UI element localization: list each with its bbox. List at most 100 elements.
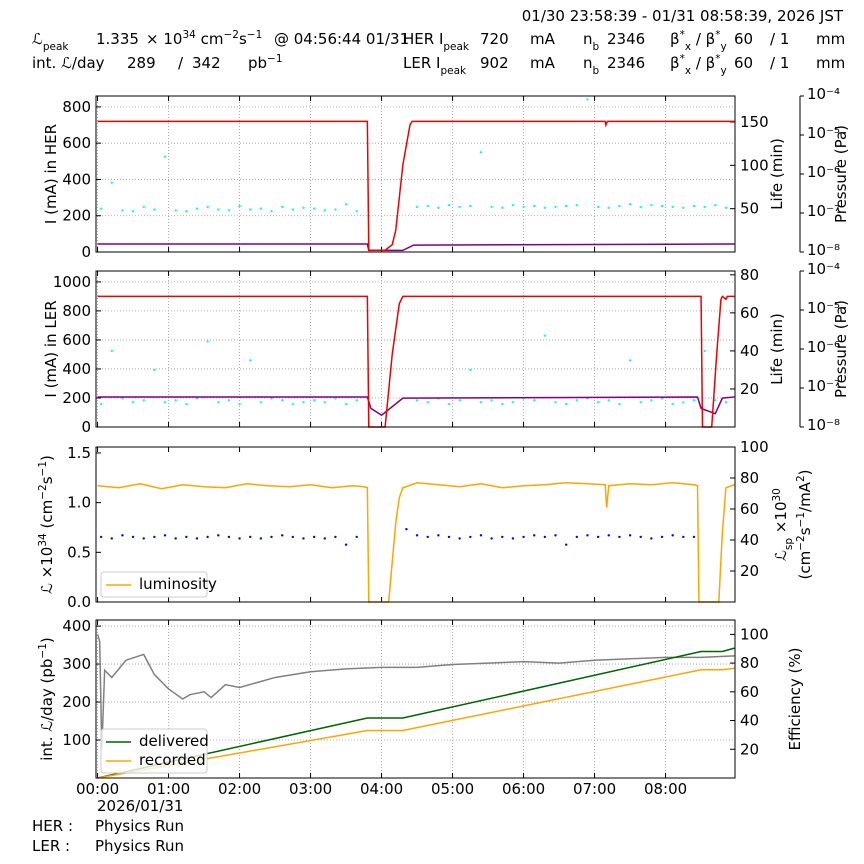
legend-label: delivered	[139, 732, 209, 750]
status-mode: Physics Run	[95, 837, 184, 855]
text-part: 30	[771, 488, 783, 501]
data-point	[185, 402, 188, 406]
header-item: pb−1	[248, 53, 283, 72]
y2-tick-label: 100	[740, 625, 769, 643]
header-item: HER Ipeak	[403, 30, 470, 53]
plot-frame	[95, 270, 736, 428]
data-point	[628, 534, 632, 537]
data-point	[714, 399, 717, 402]
x-tick-label: 07:00	[573, 780, 616, 798]
x-tick-label: 01:00	[147, 780, 190, 798]
text-part: ℒ	[32, 30, 43, 48]
y-tick-label: 0	[81, 243, 91, 261]
data-point	[206, 340, 209, 343]
data-point	[334, 208, 337, 211]
y2-tick-label: 40	[740, 342, 759, 360]
x-tick-label: 04:00	[360, 780, 403, 798]
data-point	[479, 534, 483, 537]
text-part: −1	[247, 29, 262, 41]
text-part: β	[670, 54, 680, 72]
data-point	[174, 399, 177, 402]
data-point	[259, 537, 263, 540]
header-item: β*x / β*y	[670, 53, 727, 77]
text-part: −1	[37, 461, 49, 476]
legend-box	[100, 728, 208, 774]
data-point	[650, 399, 653, 402]
y-tick-label: 100	[62, 731, 91, 749]
header-item: ℒpeak	[32, 30, 69, 53]
text-part: sp	[783, 538, 795, 550]
data-point	[405, 527, 408, 531]
y-tick-label: 0	[81, 418, 91, 436]
data-point	[153, 368, 156, 372]
data-point	[227, 535, 231, 539]
data-line	[97, 482, 735, 603]
text-part: × 10	[146, 30, 182, 48]
data-point	[554, 534, 557, 537]
y2-axis-label: Life (min)	[768, 313, 786, 385]
date-label: 2026/01/31	[97, 797, 183, 815]
data-line	[97, 667, 735, 779]
text-part: (cm	[38, 500, 56, 533]
data-point	[650, 537, 653, 540]
data-point	[217, 208, 220, 211]
data-point	[501, 535, 504, 539]
data-point	[280, 534, 284, 537]
text-part: −1	[267, 53, 282, 65]
x-tick-label: 06:00	[502, 780, 545, 798]
data-point	[280, 205, 284, 209]
data-point	[259, 207, 263, 210]
data-point	[628, 359, 632, 362]
y2-axis-label: Life (min)	[768, 138, 786, 210]
time-range: 01/30 23:58:39 - 01/31 08:58:39, 2026 JS…	[522, 7, 844, 25]
data-point	[355, 210, 358, 213]
y3-tick-label: 10⁻⁴	[807, 85, 840, 103]
y3-tick-label: 10⁻⁸	[807, 241, 840, 259]
header-item: 60	[734, 54, 753, 72]
header-item: 289	[127, 54, 156, 72]
header-item: nb	[583, 54, 600, 77]
data-point	[238, 402, 241, 406]
header-item: β*x / β*y	[670, 29, 727, 53]
data-point	[586, 98, 589, 101]
text-part: / β	[691, 54, 715, 72]
text-part: )	[796, 470, 814, 476]
y3-tick-label: 10⁻⁴	[807, 260, 840, 278]
text-part: )	[38, 455, 56, 461]
x-tick-label: 05:00	[431, 780, 474, 798]
data-point	[671, 205, 674, 209]
text-part: 34	[37, 533, 49, 547]
text-part: s	[239, 30, 247, 48]
y-tick-label: 200	[62, 693, 91, 711]
data-point	[479, 401, 483, 404]
x-tick-label: 00:00	[76, 780, 119, 798]
data-point	[195, 397, 199, 400]
data-point	[490, 399, 493, 402]
y-axis-label: int. ℒ/day (pb−1)	[37, 637, 56, 761]
text-part: −2	[37, 484, 49, 499]
data-point	[660, 397, 664, 400]
data-point	[458, 537, 461, 540]
text-part: −1	[795, 512, 807, 527]
data-point	[291, 208, 295, 211]
data-point	[714, 204, 717, 207]
data-point	[280, 399, 284, 402]
data-point	[564, 402, 568, 406]
header-item: nb	[583, 30, 600, 53]
data-point	[490, 537, 493, 540]
data-point	[511, 401, 515, 404]
header-item: / 1	[770, 54, 789, 72]
data-point	[522, 535, 525, 539]
data-point	[312, 207, 316, 210]
y-tick-label: 600	[62, 134, 91, 152]
data-point	[618, 204, 621, 208]
data-point	[479, 151, 483, 154]
data-point	[724, 401, 728, 404]
data-point	[131, 210, 135, 213]
data-point	[163, 534, 167, 537]
text-part: s	[796, 527, 814, 535]
data-point	[217, 401, 220, 404]
data-point	[447, 402, 451, 406]
data-point	[121, 209, 124, 212]
